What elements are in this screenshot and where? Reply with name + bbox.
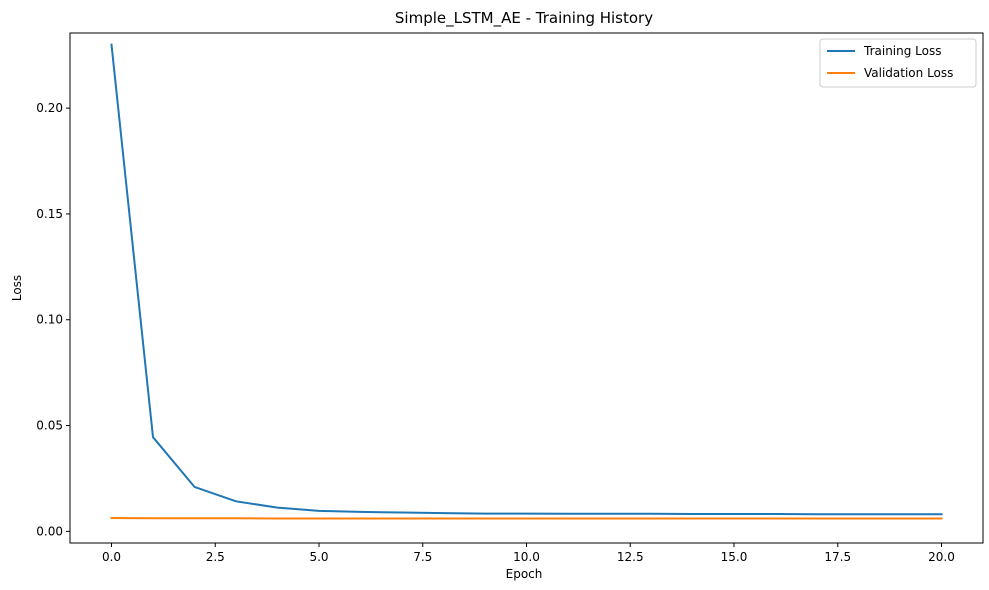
series-lines xyxy=(110,43,943,520)
x-axis: 0.0 2.5 5.0 7.5 10.0 12.5 15.0 17.5 20.0 xyxy=(102,543,955,564)
y-tick-label: 0.15 xyxy=(36,207,63,221)
x-axis-label: Epoch xyxy=(506,567,543,581)
legend-label: Training Loss xyxy=(863,44,941,58)
y-axis: 0.00 0.05 0.10 0.15 0.20 xyxy=(36,101,70,538)
series-line-training-loss xyxy=(110,43,943,516)
x-tick-label: 15.0 xyxy=(721,550,748,564)
x-tick-label: 17.5 xyxy=(824,550,851,564)
x-tick-label: 10.0 xyxy=(513,550,540,564)
x-tick-label: 0.0 xyxy=(102,550,121,564)
legend-label: Validation Loss xyxy=(864,66,953,80)
x-tick-label: 12.5 xyxy=(617,550,644,564)
legend: Training Loss Validation Loss xyxy=(819,38,977,88)
x-tick-label: 2.5 xyxy=(206,550,225,564)
legend-box xyxy=(819,38,977,88)
x-tick-label: 5.0 xyxy=(309,550,328,564)
plot-area-frame xyxy=(69,32,984,544)
x-tick-label: 20.0 xyxy=(928,550,955,564)
y-tick-label: 0.10 xyxy=(36,313,63,327)
chart-title: Simple_LSTM_AE - Training History xyxy=(395,9,653,28)
y-axis-label: Loss xyxy=(10,275,24,301)
y-tick-label: 0.00 xyxy=(36,524,63,538)
y-tick-label: 0.05 xyxy=(36,419,63,433)
y-tick-label: 0.20 xyxy=(36,101,63,115)
x-tick-label: 7.5 xyxy=(413,550,432,564)
